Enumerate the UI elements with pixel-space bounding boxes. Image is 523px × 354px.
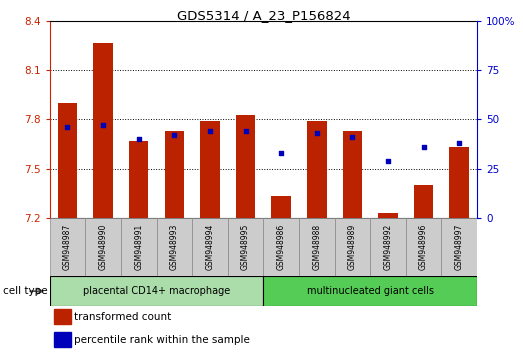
- Text: GSM948995: GSM948995: [241, 224, 250, 270]
- Text: GSM948986: GSM948986: [277, 224, 286, 270]
- Bar: [378, 213, 398, 218]
- Bar: [343, 131, 362, 218]
- Point: [99, 122, 107, 128]
- Point: [313, 130, 321, 136]
- Text: percentile rank within the sample: percentile rank within the sample: [74, 335, 251, 346]
- Text: GSM948994: GSM948994: [206, 224, 214, 270]
- Point: [419, 144, 428, 150]
- Bar: [54, 309, 71, 324]
- FancyBboxPatch shape: [299, 218, 335, 276]
- FancyBboxPatch shape: [50, 218, 85, 276]
- Point: [241, 129, 249, 134]
- Text: GSM948988: GSM948988: [312, 224, 321, 270]
- Text: GDS5314 / A_23_P156824: GDS5314 / A_23_P156824: [177, 9, 350, 22]
- Bar: [307, 121, 326, 218]
- Point: [384, 158, 392, 164]
- FancyBboxPatch shape: [263, 276, 477, 306]
- FancyBboxPatch shape: [50, 276, 263, 306]
- Point: [277, 150, 286, 156]
- Point: [455, 140, 463, 146]
- FancyBboxPatch shape: [370, 218, 406, 276]
- Text: GSM948990: GSM948990: [99, 224, 108, 270]
- Bar: [449, 147, 469, 218]
- Bar: [93, 42, 113, 218]
- Text: GSM948996: GSM948996: [419, 224, 428, 270]
- Text: transformed count: transformed count: [74, 312, 172, 322]
- FancyBboxPatch shape: [156, 218, 192, 276]
- Text: GSM948991: GSM948991: [134, 224, 143, 270]
- Text: multinucleated giant cells: multinucleated giant cells: [306, 286, 434, 296]
- Text: GSM948992: GSM948992: [383, 224, 392, 270]
- Bar: [236, 115, 255, 218]
- Point: [206, 129, 214, 134]
- FancyBboxPatch shape: [263, 218, 299, 276]
- FancyBboxPatch shape: [121, 218, 156, 276]
- Point: [134, 136, 143, 142]
- Point: [170, 132, 178, 138]
- Text: GSM948993: GSM948993: [170, 224, 179, 270]
- FancyBboxPatch shape: [335, 218, 370, 276]
- Bar: [414, 185, 434, 218]
- Bar: [165, 131, 184, 218]
- Bar: [200, 121, 220, 218]
- Bar: [54, 332, 71, 347]
- Text: GSM948989: GSM948989: [348, 224, 357, 270]
- Text: GSM948987: GSM948987: [63, 224, 72, 270]
- Point: [63, 125, 72, 130]
- FancyBboxPatch shape: [441, 218, 477, 276]
- FancyBboxPatch shape: [228, 218, 263, 276]
- Point: [348, 134, 357, 140]
- Text: cell type: cell type: [3, 286, 47, 296]
- Bar: [271, 196, 291, 218]
- Text: placental CD14+ macrophage: placental CD14+ macrophage: [83, 286, 230, 296]
- FancyBboxPatch shape: [85, 218, 121, 276]
- FancyBboxPatch shape: [406, 218, 441, 276]
- Bar: [129, 141, 149, 218]
- Text: GSM948997: GSM948997: [454, 224, 464, 270]
- Bar: [58, 103, 77, 218]
- FancyBboxPatch shape: [192, 218, 228, 276]
